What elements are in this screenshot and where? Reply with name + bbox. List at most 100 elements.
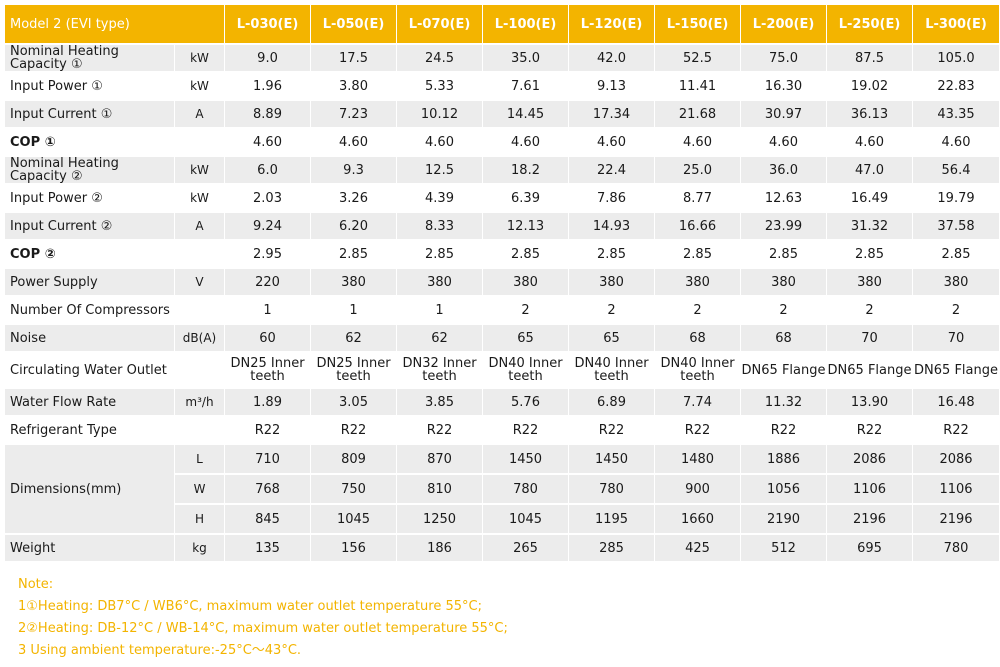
dimension-row: H 845 1045 1250 1045 1195 1660 2190 2196 2196 xyxy=(5,505,1000,535)
value-cell: R22 xyxy=(397,417,484,445)
value-cell: DN65 Flange xyxy=(741,353,828,389)
value-cell: 1 xyxy=(225,297,312,325)
row-label: Water Flow Rate xyxy=(5,389,175,417)
value-cell: 768 xyxy=(225,475,312,505)
value-cell: 2 xyxy=(569,297,656,325)
value-cell: 8.33 xyxy=(397,213,484,241)
row-unit: kW xyxy=(175,157,226,185)
value-cell: 135 xyxy=(225,535,312,563)
table-row: Input Power ① kW 1.96 3.80 5.33 7.61 9.13 11.41… xyxy=(5,73,1000,101)
value-cell: 14.93 xyxy=(569,213,656,241)
value-cell: 7.61 xyxy=(483,73,570,101)
value-cell: 265 xyxy=(483,535,570,563)
value-cell: 16.49 xyxy=(827,185,914,213)
value-cell: 25.0 xyxy=(655,157,742,185)
value-cell: 380 xyxy=(483,269,570,297)
table-row: Refrigerant Type R22 R22 R22 R22 R22 R22 R22 R22… xyxy=(5,417,1000,445)
value-cell: 42.0 xyxy=(569,45,656,73)
value-cell: 156 xyxy=(311,535,398,563)
value-cell: 9.13 xyxy=(569,73,656,101)
value-cell: 2.85 xyxy=(397,241,484,269)
table-row: Input Current ① A 8.89 7.23 10.12 14.45 17.34 2… xyxy=(5,101,1000,129)
value-cell: 35.0 xyxy=(483,45,570,73)
value-cell: 70 xyxy=(913,325,1000,353)
value-cell: 1450 xyxy=(569,445,656,475)
value-cell: 11.41 xyxy=(655,73,742,101)
row-unit xyxy=(175,129,226,157)
value-cell: 780 xyxy=(483,475,570,505)
row-unit xyxy=(175,417,226,445)
value-cell: 2.03 xyxy=(225,185,312,213)
value-cell: 105.0 xyxy=(913,45,1000,73)
value-cell: 2 xyxy=(655,297,742,325)
table-row: Water Flow Rate m³/h 1.89 3.05 3.85 5.76 6.89 7… xyxy=(5,389,1000,417)
value-cell: 1.89 xyxy=(225,389,312,417)
row-unit: kW xyxy=(175,185,226,213)
row-unit: kW xyxy=(175,73,226,101)
dimension-row: Dimensions(mm) L 710 809 870 1450 1450 1480 1886… xyxy=(5,445,1000,535)
value-cell: 3.85 xyxy=(397,389,484,417)
value-cell: 6.39 xyxy=(483,185,570,213)
value-cell: 12.13 xyxy=(483,213,570,241)
value-cell: 18.2 xyxy=(483,157,570,185)
value-cell: 52.5 xyxy=(655,45,742,73)
value-cell: 2.85 xyxy=(741,241,828,269)
value-cell: 43.35 xyxy=(913,101,1000,129)
value-cell: 9.0 xyxy=(225,45,312,73)
value-cell: 1886 xyxy=(741,445,828,475)
value-cell: 24.5 xyxy=(397,45,484,73)
value-cell: 8.89 xyxy=(225,101,312,129)
value-cell: DN25 Inner teeth xyxy=(225,353,312,389)
row-label: Power Supply xyxy=(5,269,175,297)
value-cell: 2.85 xyxy=(569,241,656,269)
value-cell: 780 xyxy=(913,535,1000,563)
note-line: 2②Heating: DB-12°C / WB-14°C, maximum wa… xyxy=(18,621,508,636)
value-cell: 2086 xyxy=(827,445,914,475)
value-cell: 512 xyxy=(741,535,828,563)
value-cell: 12.63 xyxy=(741,185,828,213)
row-unit xyxy=(175,353,226,389)
row-label: Input Current ② xyxy=(5,213,175,241)
value-cell: 31.32 xyxy=(827,213,914,241)
value-cell: 62 xyxy=(311,325,398,353)
row-unit: dB(A) xyxy=(175,325,226,353)
value-cell: DN25 Inner teeth xyxy=(311,353,398,389)
value-cell: R22 xyxy=(483,417,570,445)
value-cell: 4.60 xyxy=(225,129,312,157)
value-cell: 870 xyxy=(397,445,484,475)
value-cell: 809 xyxy=(311,445,398,475)
value-cell: 2196 xyxy=(913,505,1000,535)
value-cell: 2 xyxy=(741,297,828,325)
value-cell: 2190 xyxy=(741,505,828,535)
row-label: Weight xyxy=(5,535,175,563)
row-label: Refrigerant Type xyxy=(5,417,175,445)
value-cell: 19.79 xyxy=(913,185,1000,213)
value-cell: 68 xyxy=(655,325,742,353)
value-cell: 47.0 xyxy=(827,157,914,185)
table-row: Noise dB(A) 60 62 62 65 65 68 68 70 70 xyxy=(5,325,1000,353)
spec-table: Model 2 (EVI type) L-030(E) L-050(E) L-0… xyxy=(5,5,1000,563)
table-row: Input Power ② kW 2.03 3.26 4.39 6.39 7.86 8.77 1… xyxy=(5,185,1000,213)
value-cell: 7.23 xyxy=(311,101,398,129)
table-row: Input Current ② A 9.24 6.20 8.33 12.13 14.93 16… xyxy=(5,213,1000,241)
value-cell: DN65 Flange xyxy=(827,353,914,389)
value-cell: 2 xyxy=(913,297,1000,325)
value-cell: R22 xyxy=(225,417,312,445)
value-cell: 780 xyxy=(569,475,656,505)
value-cell: 13.90 xyxy=(827,389,914,417)
value-cell: 220 xyxy=(225,269,312,297)
value-cell: DN65 Flange xyxy=(913,353,1000,389)
dimension-axis: H xyxy=(175,505,226,535)
value-cell: 87.5 xyxy=(827,45,914,73)
table-row: Weight kg 135 156 186 265 285 425 512 695 780 xyxy=(5,535,1000,563)
dimension-axis: W xyxy=(175,475,226,505)
value-cell: 75.0 xyxy=(741,45,828,73)
value-cell: 186 xyxy=(397,535,484,563)
note-line: 1①Heating: DB7°C / WB6°C, maximum water … xyxy=(18,599,482,614)
value-cell: 1056 xyxy=(741,475,828,505)
row-label: Nominal Heating Capacity ① xyxy=(5,45,175,73)
value-cell: 11.32 xyxy=(741,389,828,417)
value-cell: 2196 xyxy=(827,505,914,535)
value-cell: 12.5 xyxy=(397,157,484,185)
value-cell: R22 xyxy=(827,417,914,445)
